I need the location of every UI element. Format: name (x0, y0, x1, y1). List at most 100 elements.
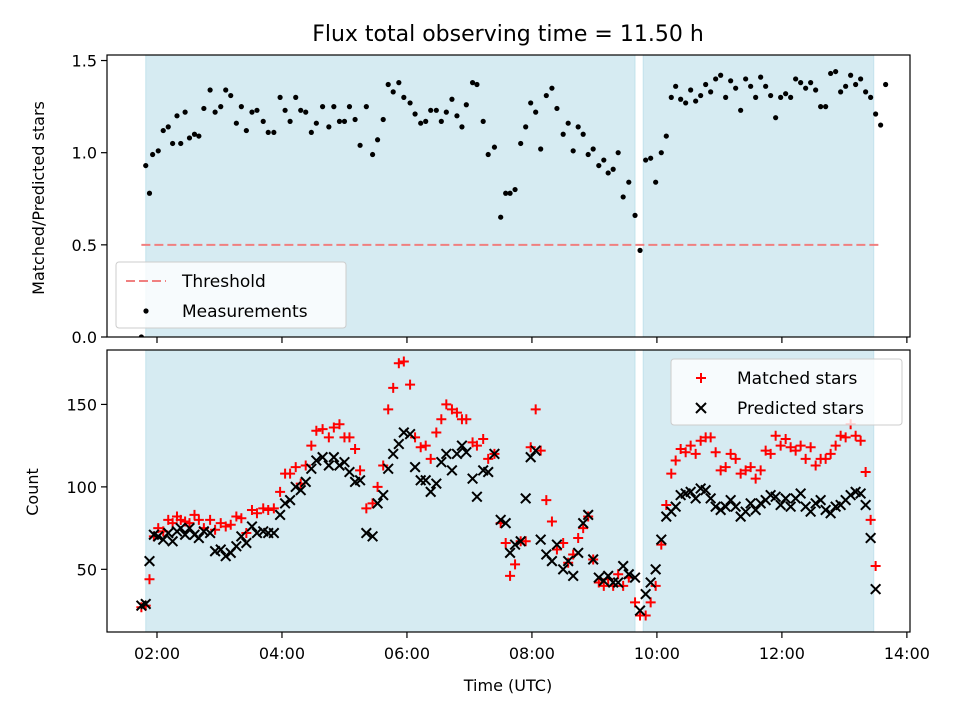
legend-swatch (695, 402, 707, 414)
data-point (883, 81, 889, 88)
data-point (326, 124, 332, 130)
data-point (705, 492, 717, 504)
data-point (596, 162, 602, 169)
chart-title: Flux total observing time = 11.50 h (312, 22, 704, 47)
data-point (409, 461, 421, 473)
data-point (425, 453, 436, 464)
x-tick-label: 02:00 (134, 644, 180, 663)
data-point (268, 503, 279, 514)
data-point (467, 473, 479, 485)
data-point (718, 72, 724, 78)
data-point (246, 520, 258, 532)
data-point (230, 540, 242, 552)
data-point (700, 484, 712, 496)
data-point (515, 535, 527, 547)
data-point (585, 151, 591, 158)
data-point (634, 605, 646, 617)
data-point (352, 116, 358, 123)
data-point (495, 514, 507, 526)
data-point (710, 501, 722, 513)
data-point (461, 414, 472, 425)
data-point (265, 129, 271, 136)
data-point (407, 100, 413, 106)
data-point (683, 100, 689, 106)
data-point (287, 118, 293, 124)
data-point (780, 434, 791, 445)
data-point (785, 501, 797, 513)
data-point (755, 465, 766, 476)
data-point (223, 87, 229, 93)
data-point (525, 442, 536, 453)
data-point (189, 509, 200, 520)
data-point (543, 92, 549, 99)
y-tick-label: 1.0 (72, 144, 97, 163)
data-point (612, 577, 624, 589)
y-axis-label-ratio: Matched/Predicted stars (29, 101, 48, 295)
data-point (459, 124, 465, 130)
data-point (328, 422, 339, 433)
data-point (308, 129, 314, 136)
data-point (241, 528, 252, 539)
data-point (350, 443, 361, 454)
legend-label: Predicted stars (737, 399, 864, 419)
data-point (538, 146, 544, 152)
data-point (605, 170, 611, 176)
data-point (703, 81, 709, 88)
data-point (637, 247, 643, 253)
data-point (509, 539, 521, 551)
data-point (480, 118, 486, 124)
data-point (546, 516, 557, 527)
data-point (378, 460, 389, 471)
count-axes-frame (106, 349, 911, 633)
data-point (805, 442, 816, 453)
data-point (546, 555, 558, 567)
data-point (598, 580, 609, 591)
data-point (575, 124, 581, 130)
data-point (693, 98, 699, 104)
data-point (602, 570, 614, 582)
data-point (618, 580, 629, 591)
legend-swatch (143, 308, 149, 314)
y-tick-label: 0.5 (72, 236, 97, 255)
data-point (238, 104, 244, 110)
data-point (500, 537, 511, 548)
data-point (825, 507, 837, 519)
data-point (650, 563, 662, 575)
y-tick-label: 100 (66, 478, 97, 497)
data-point (858, 76, 864, 82)
data-point (374, 137, 381, 143)
data-point (225, 519, 236, 530)
data-point (715, 504, 727, 516)
data-point (610, 166, 616, 172)
data-point (745, 462, 756, 473)
data-point (469, 80, 476, 86)
data-point (661, 500, 672, 511)
data-point (438, 118, 444, 124)
data-point (593, 572, 605, 584)
data-point (483, 453, 494, 464)
data-point (449, 96, 455, 102)
data-point (420, 440, 431, 451)
data-point (855, 487, 867, 499)
data-point (431, 427, 442, 438)
observing-interval-2 (642, 55, 875, 337)
data-point (750, 473, 761, 484)
data-point (377, 489, 389, 501)
data-point (765, 448, 776, 459)
data-point (705, 432, 716, 443)
data-point (233, 120, 239, 126)
data-point (454, 113, 460, 119)
data-point (833, 68, 839, 75)
data-point (530, 404, 541, 415)
data-point (372, 481, 383, 492)
data-point (323, 459, 335, 471)
data-point (218, 104, 224, 110)
data-point (670, 455, 681, 466)
data-point (775, 440, 786, 451)
data-point (504, 547, 516, 559)
data-point (803, 85, 809, 91)
data-point (808, 80, 814, 86)
data-point (360, 527, 372, 539)
data-point (204, 527, 216, 539)
data-point (440, 448, 452, 460)
